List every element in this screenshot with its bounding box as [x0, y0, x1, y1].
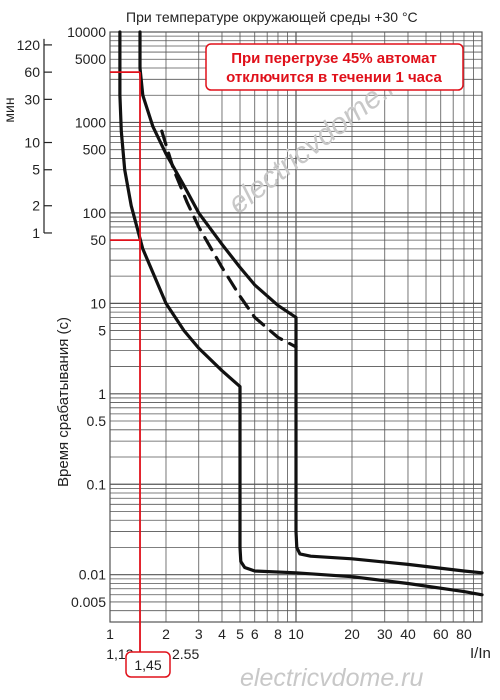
minutes-tick-label: 10	[24, 135, 40, 151]
highlight-lines	[110, 71, 141, 652]
x-tick-label: 30	[377, 626, 393, 642]
x-tick-label: 8	[274, 626, 282, 642]
x-tick-label: 40	[400, 626, 416, 642]
x-tick-label: 5	[236, 626, 244, 642]
annotation-line2: отключится в течении 1 часа	[226, 69, 442, 86]
chart-title: При температуре окружающей среды +30 °С	[126, 9, 418, 25]
y-tick-label: 0.005	[71, 594, 106, 610]
x-extra-label: 2.55	[172, 646, 199, 662]
x-axis-title: I/In	[470, 645, 491, 662]
y-tick-label: 0.5	[87, 413, 107, 429]
minutes-tick-label: 1	[32, 225, 40, 241]
trip-curves	[118, 30, 484, 597]
y-tick-label: 0.1	[87, 476, 107, 492]
y-tick-label: 0.01	[79, 567, 106, 583]
x-tick-label: 1	[106, 626, 114, 642]
highlight-x-label-box	[125, 651, 171, 678]
trip-curve-2	[138, 30, 484, 575]
x-tick-label: 20	[344, 626, 360, 642]
trip-curve-dashed	[160, 129, 298, 349]
y-axis-title: Время срабатывания (с)	[55, 317, 72, 487]
x-tick-label: 10	[288, 626, 304, 642]
y-tick-label: 5	[98, 323, 106, 339]
minutes-tick-label: 60	[24, 64, 40, 80]
minutes-tick-label: 2	[32, 198, 40, 214]
trip-curve-1	[118, 30, 484, 597]
y-tick-label: 1	[98, 386, 106, 402]
annotation-box	[205, 43, 464, 91]
minutes-tick-label: 120	[17, 37, 41, 53]
y-tick-label: 10000	[67, 24, 106, 40]
x-tick-label: 4	[218, 626, 226, 642]
minutes-tick-label: 5	[32, 162, 40, 178]
highlight-x-label-text: 1,45	[134, 657, 161, 673]
y-tick-labels: 10000 5000 1000 500 100 50 10 5 1 0.5 0.1 0.01 0.005	[67, 24, 106, 610]
minutes-axis-label: мин	[1, 97, 17, 122]
annotation-callout: При перегрузе 45% автомат отключится в т…	[205, 43, 464, 91]
x-tick-label: 3	[195, 626, 203, 642]
y-tick-label: 1000	[75, 114, 106, 130]
y-tick-label: 10	[90, 295, 106, 311]
annotation-line1: При перегрузе 45% автомат	[231, 50, 437, 67]
x-tick-label: 60	[433, 626, 449, 642]
x-tick-label: 6	[251, 626, 259, 642]
y-tick-label: 100	[83, 205, 107, 221]
minutes-tick-label: 30	[24, 91, 40, 107]
highlight-x-label: 1,45	[125, 651, 171, 678]
watermark-bottom: electricvdome.ru	[240, 664, 423, 692]
x-tick-label: 80	[456, 626, 472, 642]
x-tick-label: 2	[162, 626, 170, 642]
y-tick-label: 5000	[75, 51, 106, 67]
y-tick-label: 50	[90, 232, 106, 248]
y-tick-label: 500	[83, 142, 107, 158]
minutes-axis: 120 60 30 10 5 2 1 мин	[1, 37, 52, 241]
